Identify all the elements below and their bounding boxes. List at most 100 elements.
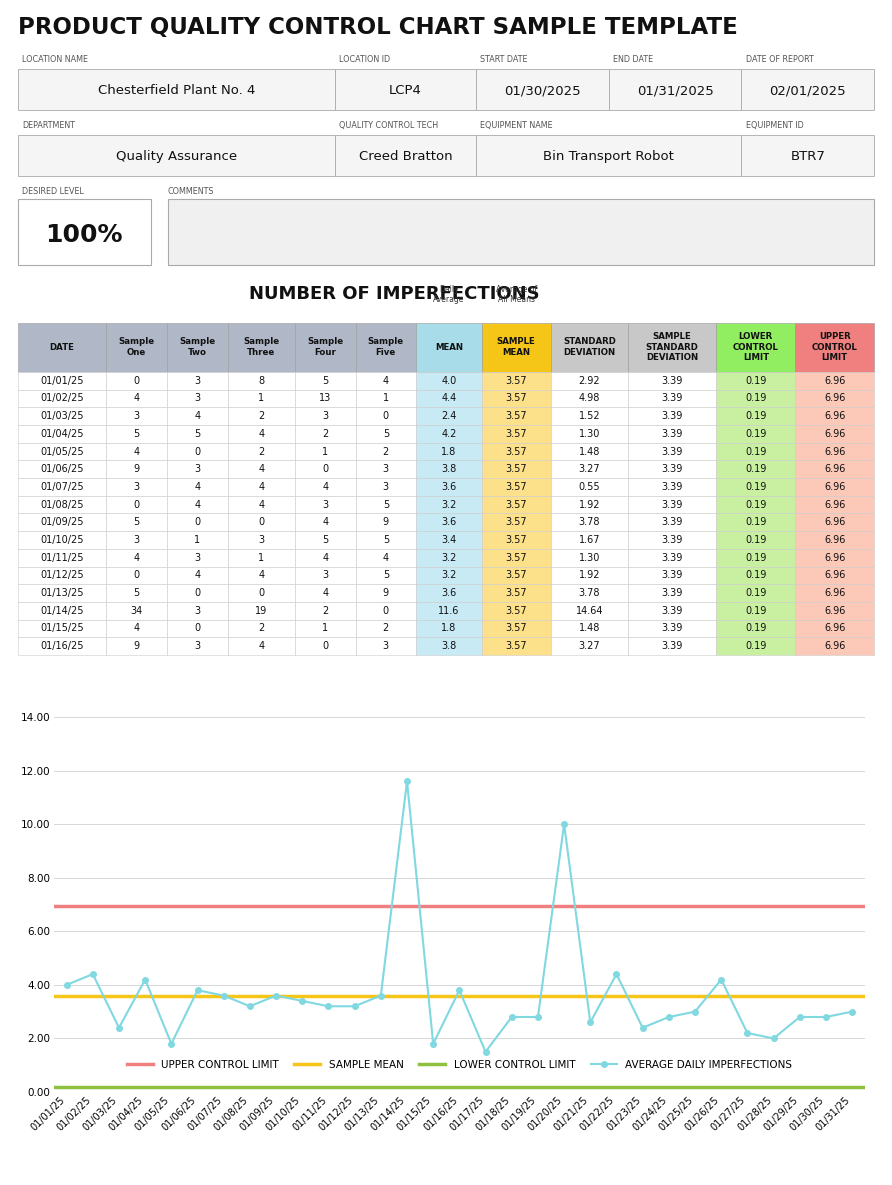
FancyBboxPatch shape <box>227 478 295 495</box>
Text: Daily
Average: Daily Average <box>434 284 465 303</box>
FancyBboxPatch shape <box>551 638 628 655</box>
Text: 3: 3 <box>134 411 140 421</box>
FancyBboxPatch shape <box>608 70 741 110</box>
FancyBboxPatch shape <box>716 531 796 549</box>
FancyBboxPatch shape <box>356 602 417 620</box>
Text: 4: 4 <box>258 570 264 581</box>
Text: 0: 0 <box>194 623 201 634</box>
FancyBboxPatch shape <box>167 460 227 478</box>
FancyBboxPatch shape <box>227 443 295 460</box>
FancyBboxPatch shape <box>167 513 227 531</box>
Text: 01/11/25: 01/11/25 <box>40 552 84 563</box>
Text: 5: 5 <box>383 429 389 438</box>
Text: 0: 0 <box>194 588 201 598</box>
Text: 01/08/25: 01/08/25 <box>40 500 84 510</box>
FancyBboxPatch shape <box>482 322 551 372</box>
Text: SAMPLE
STANDARD
DEVIATION: SAMPLE STANDARD DEVIATION <box>646 332 698 363</box>
Text: 2: 2 <box>258 411 264 421</box>
Text: 6.96: 6.96 <box>824 500 846 510</box>
Text: EQUIPMENT NAME: EQUIPMENT NAME <box>480 121 553 130</box>
FancyBboxPatch shape <box>551 390 628 408</box>
Text: 3.57: 3.57 <box>506 411 527 421</box>
Text: 6.96: 6.96 <box>824 447 846 456</box>
Legend: UPPER CONTROL LIMIT, SAMPLE MEAN, LOWER CONTROL LIMIT, AVERAGE DAILY IMPERFECTIO: UPPER CONTROL LIMIT, SAMPLE MEAN, LOWER … <box>122 1056 797 1074</box>
FancyBboxPatch shape <box>18 199 151 265</box>
Text: 1.8: 1.8 <box>442 447 457 456</box>
FancyBboxPatch shape <box>417 602 482 620</box>
Text: 3.6: 3.6 <box>442 588 457 598</box>
FancyBboxPatch shape <box>106 408 167 425</box>
FancyBboxPatch shape <box>551 584 628 602</box>
FancyBboxPatch shape <box>227 390 295 408</box>
FancyBboxPatch shape <box>628 584 716 602</box>
Text: 0: 0 <box>383 411 389 421</box>
Text: 01/02/25: 01/02/25 <box>40 393 84 403</box>
Text: 0.19: 0.19 <box>745 534 766 545</box>
FancyBboxPatch shape <box>356 390 417 408</box>
FancyBboxPatch shape <box>628 549 716 566</box>
Text: 6.96: 6.96 <box>824 465 846 474</box>
Text: 4: 4 <box>258 429 264 438</box>
Text: 3.78: 3.78 <box>579 518 600 527</box>
Text: 3.57: 3.57 <box>506 623 527 634</box>
Text: 13: 13 <box>319 393 331 403</box>
FancyBboxPatch shape <box>417 322 482 372</box>
FancyBboxPatch shape <box>18 390 106 408</box>
FancyBboxPatch shape <box>716 478 796 495</box>
Text: 5: 5 <box>134 518 140 527</box>
Text: 3.57: 3.57 <box>506 552 527 563</box>
FancyBboxPatch shape <box>106 460 167 478</box>
FancyBboxPatch shape <box>167 566 227 584</box>
FancyBboxPatch shape <box>796 531 874 549</box>
FancyBboxPatch shape <box>482 390 551 408</box>
Text: 5: 5 <box>194 429 201 438</box>
FancyBboxPatch shape <box>227 638 295 655</box>
Text: 1.30: 1.30 <box>579 429 600 438</box>
Text: Creed Bratton: Creed Bratton <box>359 150 452 164</box>
Text: 3: 3 <box>383 482 389 492</box>
FancyBboxPatch shape <box>18 460 106 478</box>
FancyBboxPatch shape <box>227 531 295 549</box>
FancyBboxPatch shape <box>295 513 356 531</box>
Text: 4: 4 <box>322 552 328 563</box>
Text: 3.57: 3.57 <box>506 393 527 403</box>
Text: 3.39: 3.39 <box>662 534 682 545</box>
Text: 3.57: 3.57 <box>506 376 527 386</box>
FancyBboxPatch shape <box>295 425 356 443</box>
FancyBboxPatch shape <box>227 408 295 425</box>
FancyBboxPatch shape <box>417 495 482 513</box>
FancyBboxPatch shape <box>551 495 628 513</box>
FancyBboxPatch shape <box>796 620 874 638</box>
FancyBboxPatch shape <box>18 549 106 566</box>
Text: 0.55: 0.55 <box>579 482 600 492</box>
Text: 3.39: 3.39 <box>662 393 682 403</box>
Text: 4: 4 <box>134 552 140 563</box>
FancyBboxPatch shape <box>716 620 796 638</box>
Text: 6.96: 6.96 <box>824 411 846 421</box>
Text: 1.92: 1.92 <box>579 570 600 581</box>
FancyBboxPatch shape <box>227 372 295 390</box>
FancyBboxPatch shape <box>796 566 874 584</box>
Text: 4: 4 <box>258 641 264 651</box>
Text: DATE: DATE <box>50 342 75 352</box>
FancyBboxPatch shape <box>796 322 874 372</box>
Text: 3: 3 <box>194 552 201 563</box>
FancyBboxPatch shape <box>18 322 106 372</box>
Text: 01/07/25: 01/07/25 <box>40 482 84 492</box>
FancyBboxPatch shape <box>356 443 417 460</box>
Text: 6.96: 6.96 <box>824 570 846 581</box>
Text: 4: 4 <box>258 465 264 474</box>
FancyBboxPatch shape <box>167 390 227 408</box>
Text: 3.57: 3.57 <box>506 534 527 545</box>
FancyBboxPatch shape <box>716 584 796 602</box>
Text: 0: 0 <box>194 518 201 527</box>
Text: 1: 1 <box>383 393 389 403</box>
Text: 5: 5 <box>134 588 140 598</box>
FancyBboxPatch shape <box>18 443 106 460</box>
Text: 0.19: 0.19 <box>745 518 766 527</box>
Text: 2: 2 <box>383 623 389 634</box>
Text: 4: 4 <box>258 482 264 492</box>
Text: 6.96: 6.96 <box>824 393 846 403</box>
FancyBboxPatch shape <box>628 602 716 620</box>
FancyBboxPatch shape <box>356 531 417 549</box>
